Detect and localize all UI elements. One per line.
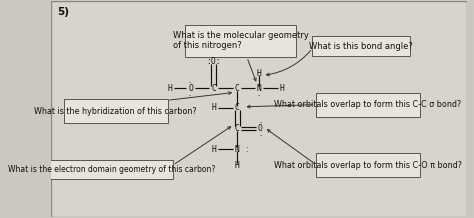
Text: H: H <box>167 84 172 93</box>
FancyBboxPatch shape <box>185 24 296 57</box>
Text: C: C <box>211 84 216 93</box>
Text: ..: .. <box>257 92 261 97</box>
FancyBboxPatch shape <box>316 93 419 117</box>
Text: C: C <box>235 124 240 133</box>
Text: What orbitals overlap to form this C-O π bond?: What orbitals overlap to form this C-O π… <box>273 161 462 170</box>
FancyBboxPatch shape <box>50 160 173 179</box>
Text: H: H <box>235 161 240 170</box>
Text: N: N <box>257 84 262 93</box>
Text: H: H <box>257 69 262 78</box>
FancyBboxPatch shape <box>316 153 419 177</box>
Text: C: C <box>235 84 240 93</box>
FancyBboxPatch shape <box>51 1 467 217</box>
Text: :: : <box>245 145 247 153</box>
Text: :O:: :O: <box>206 57 221 66</box>
Text: O: O <box>188 84 193 93</box>
Text: What is the electron domain geometry of this carbon?: What is the electron domain geometry of … <box>8 165 215 174</box>
Text: H: H <box>211 145 216 153</box>
Text: ..: .. <box>189 92 192 97</box>
Text: What is the hybridization of this carbon?: What is the hybridization of this carbon… <box>34 107 197 116</box>
Text: C: C <box>235 103 240 112</box>
Text: What is this bond angle?: What is this bond angle? <box>310 42 413 51</box>
FancyBboxPatch shape <box>64 99 168 123</box>
Text: O: O <box>258 124 263 133</box>
Text: H: H <box>211 103 216 112</box>
Text: ..: .. <box>260 133 263 138</box>
Text: ..: .. <box>260 119 263 124</box>
Text: ..: .. <box>189 79 192 84</box>
Text: N: N <box>235 145 240 153</box>
Text: What orbitals overlap to form this C-C σ bond?: What orbitals overlap to form this C-C σ… <box>274 100 461 109</box>
Text: H: H <box>280 84 284 93</box>
Text: What is the molecular geometry
of this nitrogen?: What is the molecular geometry of this n… <box>173 31 309 51</box>
FancyBboxPatch shape <box>312 36 410 56</box>
Text: 5): 5) <box>57 7 69 17</box>
